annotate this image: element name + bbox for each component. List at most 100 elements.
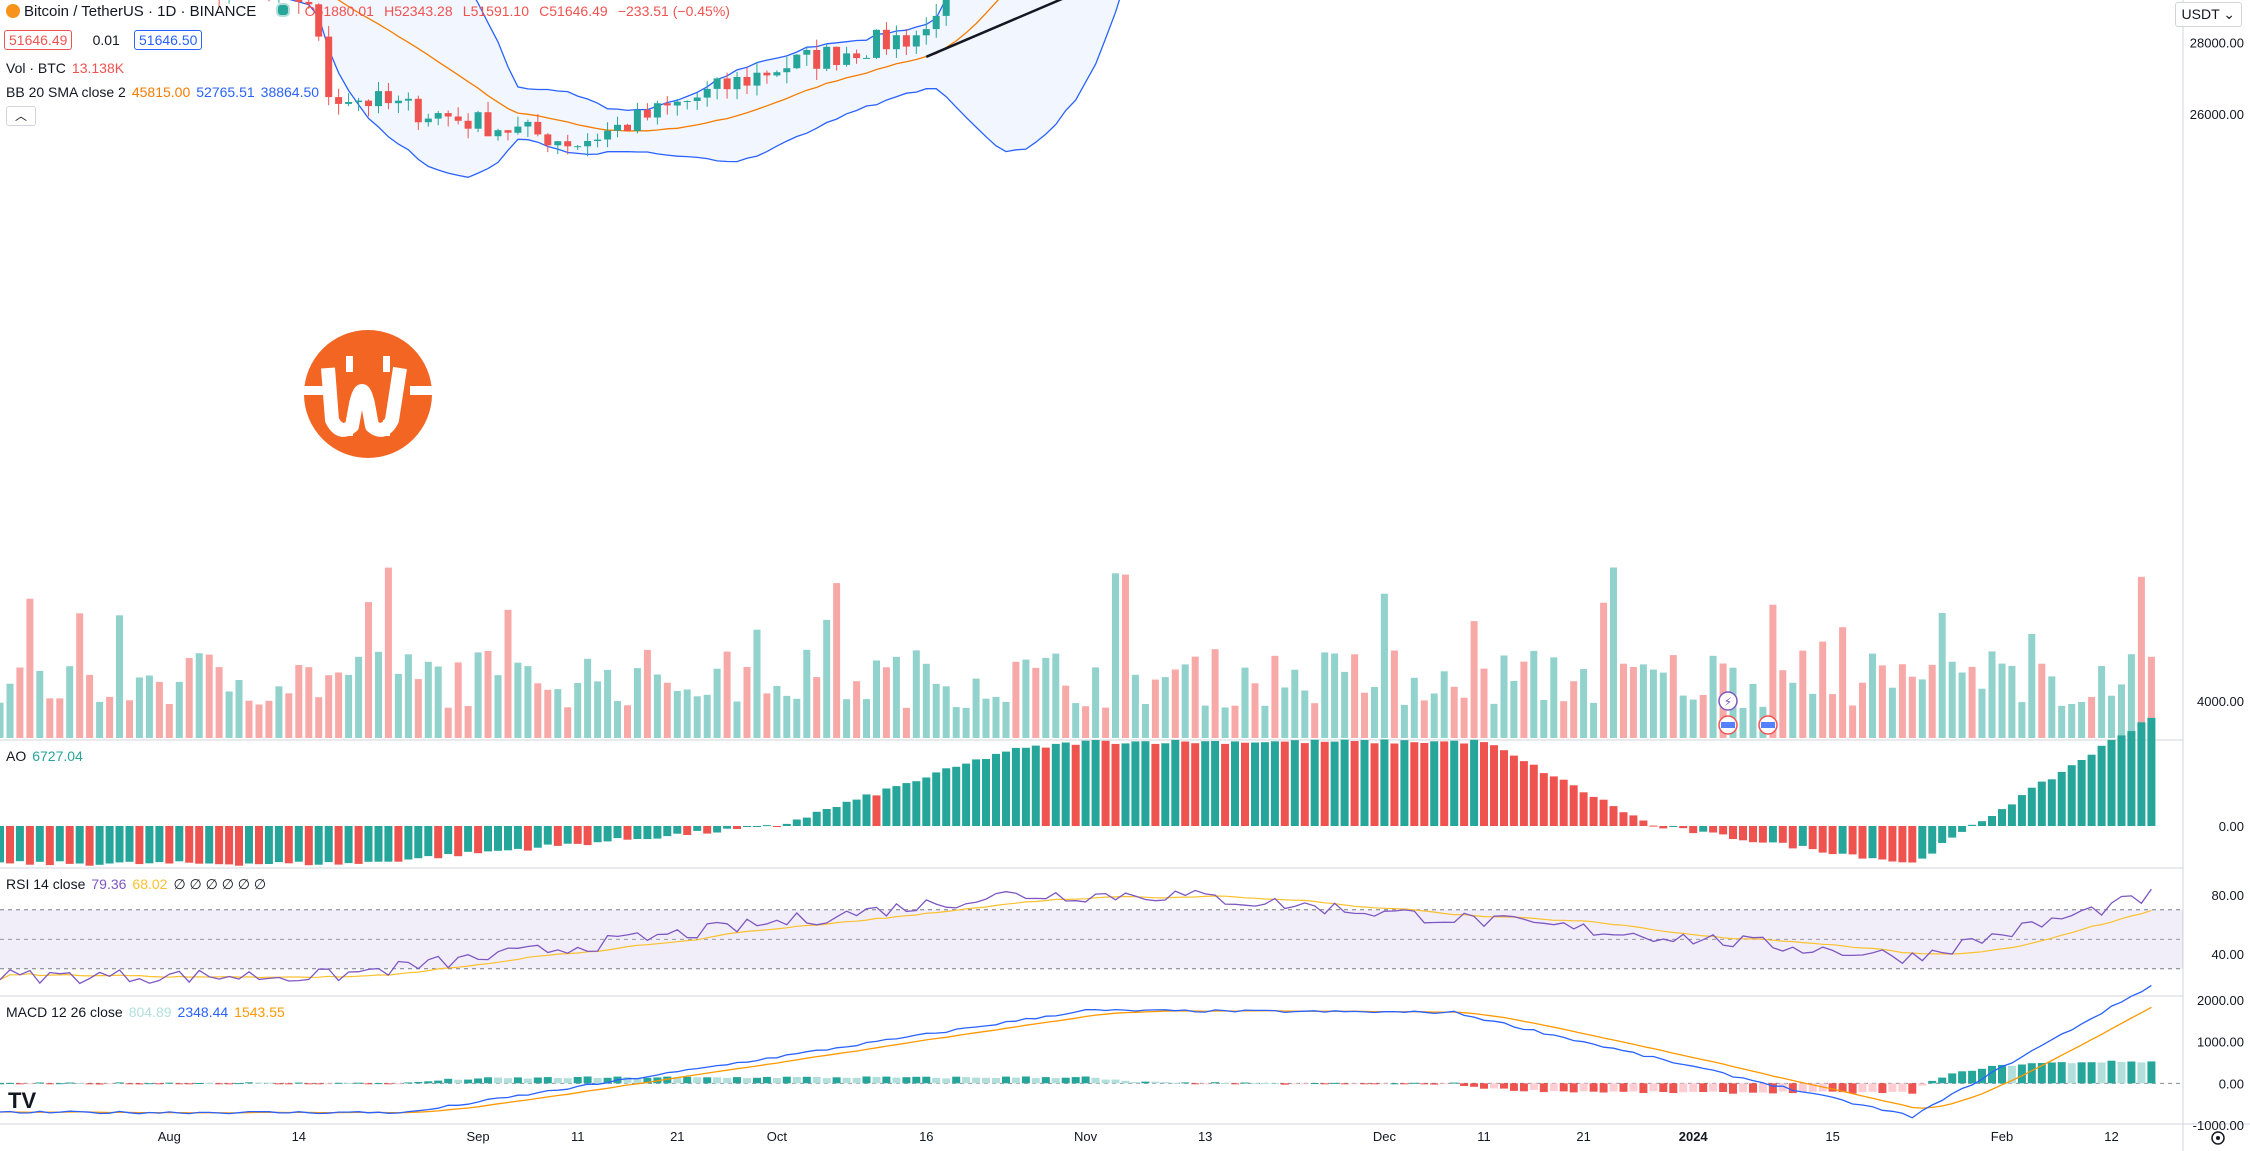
ao-bar	[195, 826, 204, 864]
ao-bar	[782, 823, 791, 826]
macd-signal-line	[0, 1006, 2152, 1114]
macd-hist-bar	[205, 1083, 214, 1084]
ao-bar	[304, 826, 313, 866]
macd-hist-bar	[1390, 1083, 1399, 1085]
macd-hist-bar	[1858, 1083, 1867, 1093]
ao-bar	[1589, 796, 1598, 826]
macd-hist-bar	[424, 1081, 433, 1084]
ao-bar	[1260, 742, 1269, 826]
macd-hist-bar	[1041, 1077, 1050, 1084]
ao-bar	[235, 826, 243, 866]
macd-hist-bar	[1729, 1083, 1737, 1094]
volume-bar	[574, 683, 582, 738]
ask-price[interactable]: 51646.50	[134, 30, 203, 50]
rsi-ma-line	[0, 895, 2152, 981]
ao-bar	[1948, 826, 1957, 838]
macd-hist-bar	[623, 1077, 632, 1084]
volume-bar	[614, 701, 621, 738]
ao-bar	[962, 763, 971, 826]
volume-bar	[1420, 700, 1428, 738]
macd-hist-bar	[2047, 1062, 2056, 1084]
bb-label: BB 20 SMA close 2	[6, 84, 126, 100]
macd-hist-bar	[2067, 1063, 2076, 1084]
volume-bar	[892, 656, 900, 738]
ao-bar	[1549, 776, 1558, 826]
ao-bar	[85, 826, 94, 866]
volume-bar	[1480, 668, 1488, 738]
volume-bar	[1918, 679, 1926, 738]
volume-bar	[1530, 650, 1538, 738]
volume-bar	[165, 704, 173, 738]
macd-hist-bar	[1011, 1077, 1020, 1084]
macd-hist-bar	[1768, 1083, 1777, 1094]
volume-bar	[1669, 655, 1677, 738]
volume-bar	[315, 697, 323, 738]
ao-bar	[1300, 743, 1309, 826]
ao-bar	[1211, 741, 1220, 826]
ao-bar	[1709, 826, 1718, 833]
bid-price[interactable]: 51646.49	[4, 30, 73, 50]
volume-bar	[554, 689, 562, 738]
volume-bar	[1968, 666, 1976, 738]
bb-legend[interactable]: BB 20 SMA close 2 45815.00 52765.51 38864.5…	[6, 84, 325, 100]
ao-bar	[1699, 826, 1708, 832]
currency-select[interactable]: USDT ⌄	[2174, 2, 2242, 27]
volume-bar	[1908, 676, 1916, 738]
settings-gear-icon[interactable]	[2211, 1131, 2225, 1145]
ao-bar	[882, 788, 891, 826]
volume-bar	[2147, 656, 2155, 738]
volume-bar	[345, 674, 353, 738]
macd-hist-bar	[1430, 1083, 1439, 1085]
ao-legend[interactable]: AO 6727.04	[6, 748, 89, 764]
macd-hist-bar	[264, 1082, 273, 1084]
candle-body	[444, 113, 452, 117]
macd-hist-bar	[1549, 1083, 1558, 1092]
macd-hist-bar	[543, 1077, 552, 1084]
volume-bar	[982, 698, 990, 738]
volume-bar	[733, 701, 741, 738]
symbol-title[interactable]: Bitcoin / TetherUS · 1D · BINANCE	[24, 3, 257, 20]
collapse-legend-button[interactable]: ︿	[6, 106, 36, 126]
rsi-legend[interactable]: RSI 14 close 79.36 68.02 ∅ ∅ ∅ ∅ ∅ ∅	[6, 876, 272, 893]
ao-bar	[1440, 741, 1449, 826]
ao-bar	[922, 777, 931, 826]
ao-histogram	[0, 717, 2156, 866]
volume-bar	[604, 669, 612, 738]
volume-legend[interactable]: Vol · BTC 13.138K	[6, 60, 130, 76]
ao-bar	[1500, 750, 1508, 826]
macd-hist-bar	[1231, 1083, 1239, 1085]
rsi-extra-values: ∅ ∅ ∅ ∅ ∅ ∅	[173, 876, 267, 892]
ao-bar	[1808, 826, 1817, 850]
macd-hist-bar	[165, 1082, 174, 1084]
volume-bar	[1460, 697, 1468, 738]
macd-legend[interactable]: MACD 12 26 close 804.89 2348.44 1543.55	[6, 1004, 291, 1020]
candle-body	[325, 36, 333, 98]
volume-bar	[1141, 704, 1149, 738]
candle-body	[384, 91, 392, 104]
ao-bar	[1539, 773, 1548, 826]
volume-bar	[265, 700, 273, 738]
macd-hist-bar	[533, 1077, 542, 1084]
ao-bar	[523, 826, 532, 851]
event-markers[interactable]: ⚡	[1718, 691, 1778, 735]
tradingview-logo[interactable]: TV	[8, 1088, 36, 1113]
ao-bar	[603, 826, 612, 842]
ao-bar	[0, 826, 4, 863]
ao-bar	[812, 811, 821, 826]
volume-bar	[106, 696, 114, 738]
indicator-y-tick-label: 80.00	[2211, 888, 2244, 903]
volume-bar	[1301, 690, 1309, 738]
volume-bar	[793, 698, 801, 738]
svg-text:TV: TV	[8, 1088, 36, 1113]
ao-bar	[653, 826, 662, 839]
volume-bar	[1281, 687, 1289, 738]
volume-bar	[16, 667, 24, 738]
bitcoin-icon	[6, 4, 20, 18]
volume-bar	[1769, 604, 1777, 738]
x-tick-label: Aug	[158, 1129, 181, 1144]
macd-hist-bar	[1898, 1083, 1907, 1092]
ao-bar	[504, 826, 512, 851]
macd-hist-bar	[942, 1078, 951, 1084]
ao-bar	[105, 826, 114, 864]
